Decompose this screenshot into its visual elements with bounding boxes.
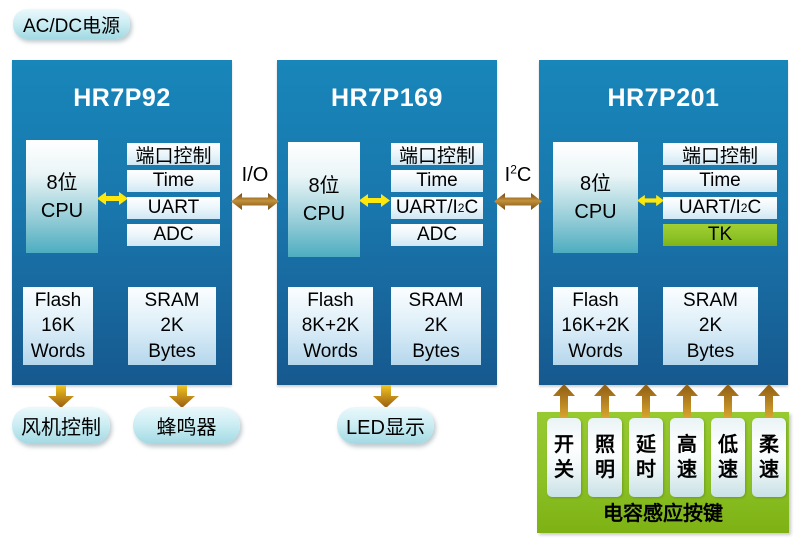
peripheral-rows: 端口控制 Time UART/I 2 C TK — [663, 143, 777, 246]
cpu-label-line2: CPU — [302, 202, 346, 225]
up-arrow-icon — [594, 384, 616, 418]
chip-block-hr7p169: HR7P169 8位 CPU 端口控制 Time UART/I 2 C ADC Fl… — [277, 60, 497, 385]
row-port-control: 端口控制 — [391, 143, 483, 167]
cpu-label-line1: 8位 — [308, 174, 340, 197]
io-bidirectional-arrow-icon — [231, 193, 279, 210]
down-arrow-icon — [169, 385, 195, 408]
up-arrow-icon — [635, 384, 657, 418]
led-display-pill: LED显示 — [337, 407, 434, 444]
down-arrow-icon — [48, 385, 74, 408]
chip-title: HR7P201 — [607, 84, 720, 112]
sram-box: SRAM 2K Bytes — [391, 287, 481, 365]
row-uart-i2c: UART/I 2 C — [391, 197, 483, 219]
flash-box: Flash 8K+2K Words — [288, 287, 373, 365]
row-port-control: 端口控制 — [663, 143, 777, 167]
up-arrow-icon — [553, 384, 575, 418]
row-time: Time — [127, 170, 220, 192]
row-time: Time — [391, 170, 483, 192]
row-adc: ADC — [391, 224, 483, 246]
cpu-label-line2: CPU — [574, 200, 617, 223]
touch-key-soft-speed: 柔速 — [752, 418, 786, 497]
cpu-bus-arrow-icon — [637, 194, 664, 207]
row-time: Time — [663, 170, 777, 192]
buzzer-pill: 蜂鸣器 — [133, 407, 240, 444]
up-arrow-icon — [676, 384, 698, 418]
chip-title: HR7P92 — [73, 84, 171, 112]
cpu-box: 8位 CPU — [288, 142, 360, 257]
io-label: I/O — [241, 164, 269, 186]
row-tk: TK — [663, 224, 777, 246]
cpu-box: 8位 CPU — [553, 142, 638, 253]
down-arrow-icon — [373, 385, 399, 408]
touch-key-delay: 延时 — [629, 418, 663, 497]
row-adc: ADC — [127, 224, 220, 246]
cpu-label-line1: 8位 — [46, 171, 78, 194]
touch-key-high-speed: 高速 — [670, 418, 704, 497]
row-port-control: 端口控制 — [127, 143, 220, 167]
up-arrow-icon — [717, 384, 739, 418]
power-badge-label: AC/DC电源 — [22, 15, 121, 37]
cpu-bus-arrow-icon — [359, 194, 390, 207]
touch-key-low-speed: 低速 — [711, 418, 745, 497]
touch-key-panel: 开关 照明 延时 高速 低速 柔速 电容感应按键 — [537, 412, 789, 533]
chip-block-hr7p201: HR7P201 8位 CPU 端口控制 Time UART/I 2 C TK Fla… — [539, 60, 788, 385]
touch-key-lighting: 照明 — [588, 418, 622, 497]
cpu-bus-arrow-icon — [97, 192, 128, 205]
cpu-box: 8位 CPU — [26, 140, 98, 253]
row-uart: UART — [127, 197, 220, 219]
cpu-label-line1: 8位 — [579, 172, 612, 195]
peripheral-rows: 端口控制 Time UART ADC — [127, 143, 220, 246]
sram-box: SRAM 2K Bytes — [663, 287, 758, 365]
up-arrow-icon — [758, 384, 780, 418]
power-badge: AC/DC电源 — [13, 9, 130, 39]
connector-io: I/O — [231, 163, 279, 211]
chip-title: HR7P169 — [331, 84, 443, 112]
peripheral-rows: 端口控制 Time UART/I 2 C ADC — [391, 143, 483, 246]
sram-box: SRAM 2K Bytes — [128, 287, 216, 365]
touch-key-switch: 开关 — [547, 418, 581, 497]
flash-box: Flash 16K+2K Words — [553, 287, 638, 365]
fan-control-pill: 风机控制 — [12, 407, 110, 444]
i2c-bidirectional-arrow-icon — [494, 193, 542, 210]
touch-panel-caption: 电容感应按键 — [603, 503, 723, 525]
flash-box: Flash 16K Words — [23, 287, 93, 365]
i2c-label: I2C — [504, 162, 532, 186]
row-uart-i2c: UART/I 2 C — [663, 197, 777, 219]
connector-i2c: I2C — [494, 163, 542, 211]
chip-block-hr7p92: HR7P92 8位 CPU 端口控制 Time UART ADC Flash 1… — [12, 60, 232, 385]
cpu-label-line2: CPU — [40, 199, 84, 222]
